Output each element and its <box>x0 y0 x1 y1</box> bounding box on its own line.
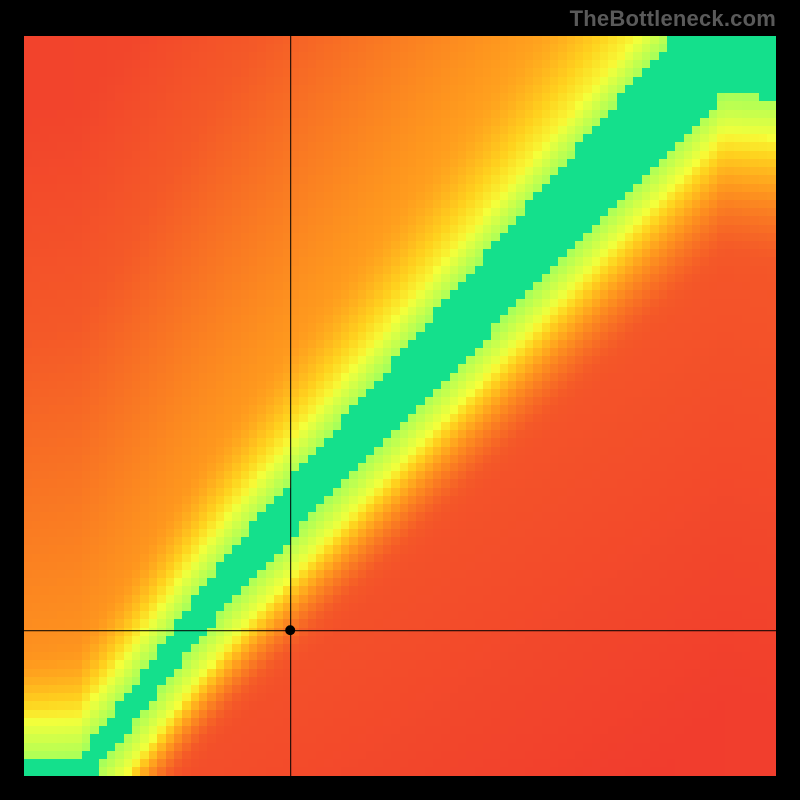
plot-area <box>24 36 776 776</box>
bottleneck-heatmap <box>24 36 776 776</box>
watermark-text: TheBottleneck.com <box>570 6 776 32</box>
